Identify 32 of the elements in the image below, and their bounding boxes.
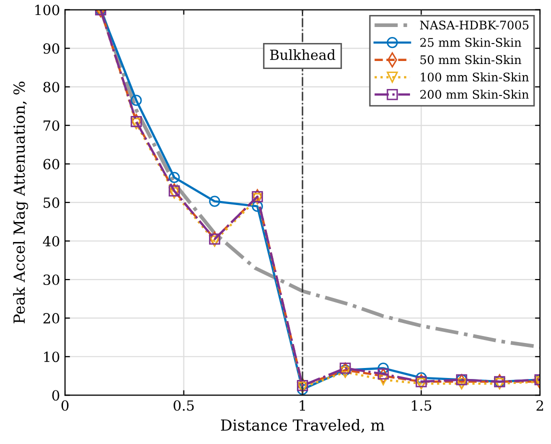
legend-label: 50 mm Skin-Skin [420,55,522,64]
point [378,374,389,386]
y-tick-label: 80 [43,82,60,92]
point [378,368,389,380]
x-tick-label: 0.5 [174,400,194,411]
y-tick-label: 10 [44,352,60,362]
y-tick-label: 20 [43,313,60,324]
point [130,94,142,106]
y-tick-label: 100 [35,4,60,16]
x-tick-label: 0 [62,400,69,411]
y-tick-label: 60 [43,158,60,170]
y-tick-label: 50 [44,197,60,208]
legend-label: 25 mm Skin-Skin [420,38,522,47]
ref-line-label: Bulkhead [270,49,336,60]
legend-label: 100 mm Skin-Skin [420,72,529,82]
y-tick-label: 30 [44,274,60,286]
y-tick-label: 70 [44,120,60,131]
point [456,378,468,390]
point [378,362,389,374]
y-axis-title: Peak Accel Mag Attenuation, % [13,82,28,324]
y-tick-label: 90 [43,43,60,54]
legend-label: NASA-HDBK-7005 [420,20,528,30]
point [168,172,180,183]
x-tick-label: 2 [536,400,544,411]
x-tick-label: 1 [300,400,305,411]
legend-label: 200 mm Skin-Skin [420,90,529,99]
x-tick-label: 1.5 [412,400,432,411]
point [252,200,263,212]
y-tick-label: 40 [42,236,60,246]
point [209,196,220,207]
x-axis-title: Distance Traveled, m [220,419,384,433]
y-tick-label: 0 [52,390,60,401]
